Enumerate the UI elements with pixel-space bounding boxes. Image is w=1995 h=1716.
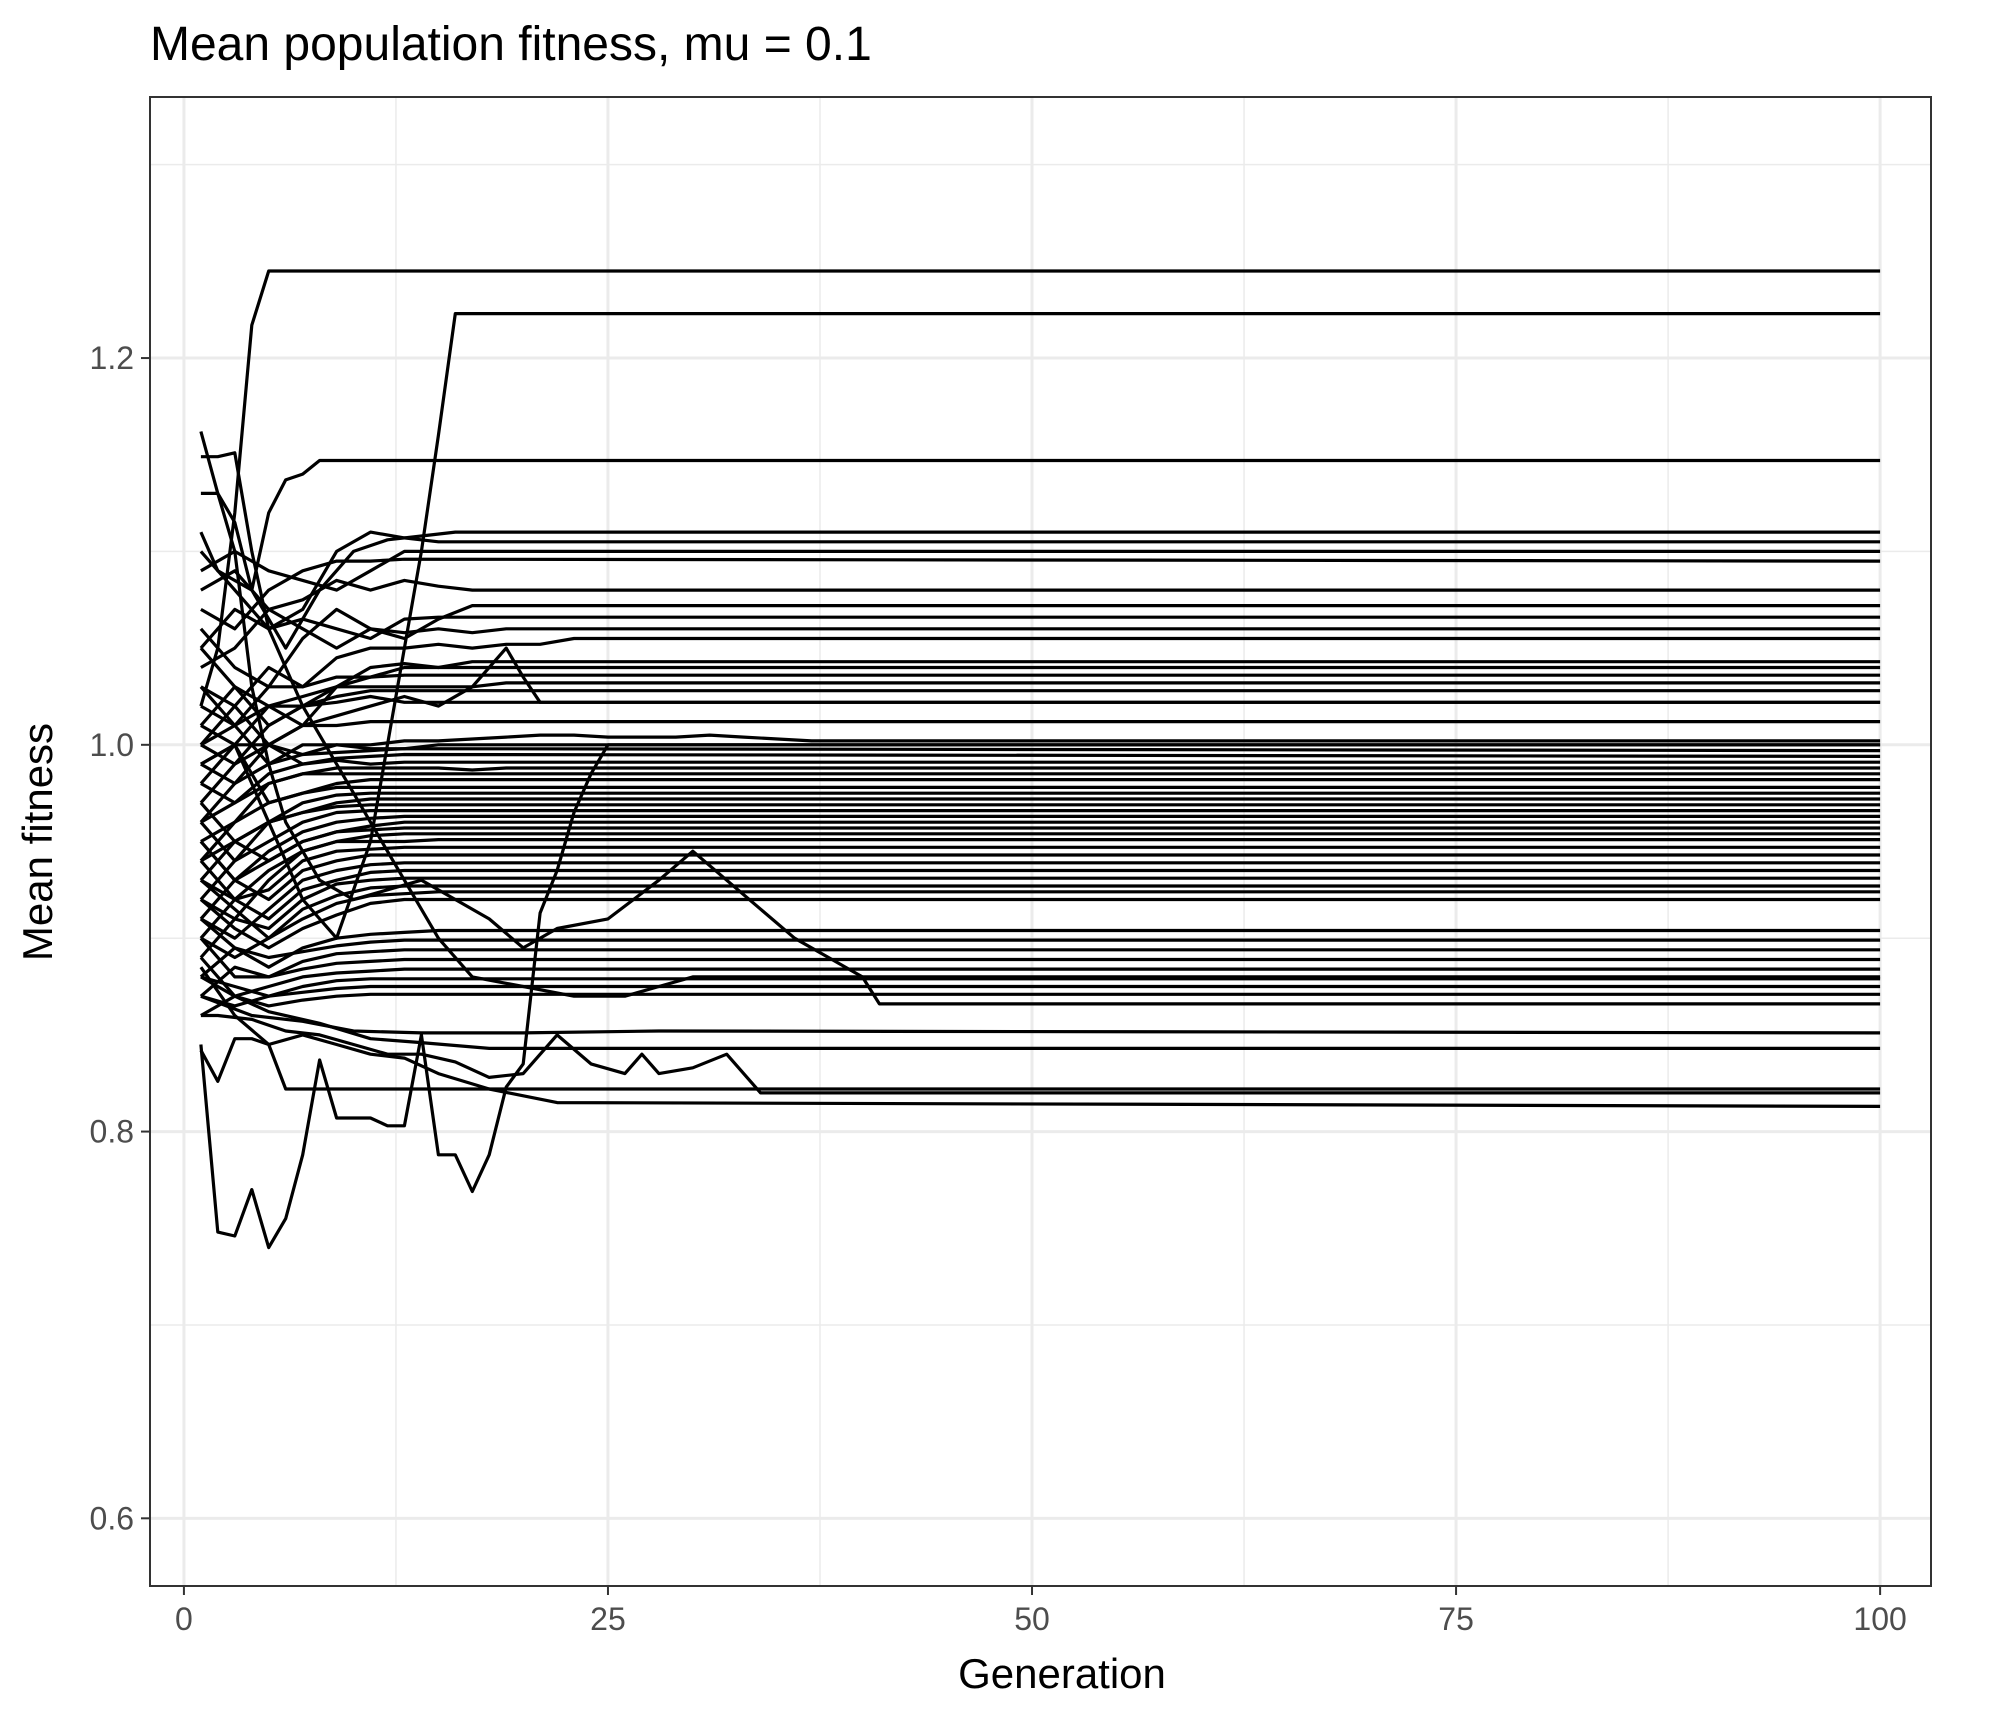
grid-lines	[150, 97, 1931, 1586]
series-line-55	[199, 917, 1881, 969]
series-line-52	[199, 878, 1881, 940]
y-tick-label: 1.0	[90, 727, 134, 763]
series-line-2	[199, 1037, 1881, 1091]
series-line-41	[199, 809, 1881, 901]
series-line-43	[200, 820, 1881, 863]
series-line-13	[199, 530, 1881, 631]
series-line-28	[200, 720, 1881, 747]
series-line-18	[199, 607, 1881, 650]
series-line-30	[200, 743, 1881, 786]
series-line-19	[200, 607, 1881, 669]
axis-ticks: 0 25 50 75 100 0.6 0.8 1.0 1.2	[90, 340, 1907, 1637]
series-line-42	[199, 814, 1881, 882]
series-line-37	[199, 785, 1881, 862]
series-line-6	[200, 994, 1881, 1035]
series-line-58	[199, 957, 1881, 998]
series-line-23	[200, 673, 1881, 728]
series-line-49	[200, 861, 1881, 940]
series-line-62	[200, 992, 1881, 1017]
y-tick-label: 0.8	[90, 1114, 134, 1150]
series-line-34	[200, 766, 1881, 824]
series-line-48	[199, 840, 1881, 902]
series-line-44	[199, 826, 1881, 920]
series-lines	[199, 269, 1881, 1250]
series-line-54	[199, 897, 1881, 950]
x-tick-label: 100	[1853, 1601, 1906, 1637]
series-line-25	[199, 647, 1881, 728]
series-line-40	[199, 803, 1881, 863]
series-line-53	[200, 890, 1881, 960]
series-line-61	[200, 984, 1881, 1008]
series-line-12	[199, 530, 1881, 650]
series-line-20	[200, 636, 1881, 708]
y-axis-title: Mean fitness	[14, 723, 61, 961]
series-line-46	[200, 838, 1881, 921]
series-line-14	[200, 549, 1881, 592]
series-line-31	[199, 743, 1881, 804]
series-line-26	[200, 694, 1881, 747]
series-line-4	[199, 966, 1881, 1108]
y-tick-label: 1.2	[90, 340, 134, 376]
x-tick-label: 75	[1438, 1601, 1474, 1637]
series-line-59	[199, 956, 1881, 998]
series-line-51	[199, 876, 1881, 959]
plot-panel-border	[149, 96, 1932, 1587]
series-line-60	[200, 975, 1881, 998]
series-line-50	[199, 859, 1881, 921]
series-line-33	[199, 704, 1881, 766]
series-line-3	[200, 1013, 1881, 1095]
series-line-15	[200, 557, 1881, 631]
series-line-36	[200, 743, 1881, 805]
series-line-9	[200, 458, 1881, 592]
x-tick-label: 25	[590, 1601, 626, 1637]
x-axis-title: Generation	[958, 1650, 1166, 1697]
series-line-39	[199, 797, 1881, 882]
x-tick-label: 0	[175, 1601, 193, 1637]
series-line-57	[199, 937, 1881, 979]
series-line-35	[200, 772, 1881, 843]
series-line-47	[199, 845, 1881, 940]
y-tick-label: 0.6	[90, 1500, 134, 1536]
x-tick-label: 50	[1014, 1601, 1050, 1637]
series-line-16	[200, 569, 1881, 611]
chart-title: Mean population fitness, mu = 0.1	[150, 18, 872, 71]
series-line-56	[199, 938, 1881, 979]
